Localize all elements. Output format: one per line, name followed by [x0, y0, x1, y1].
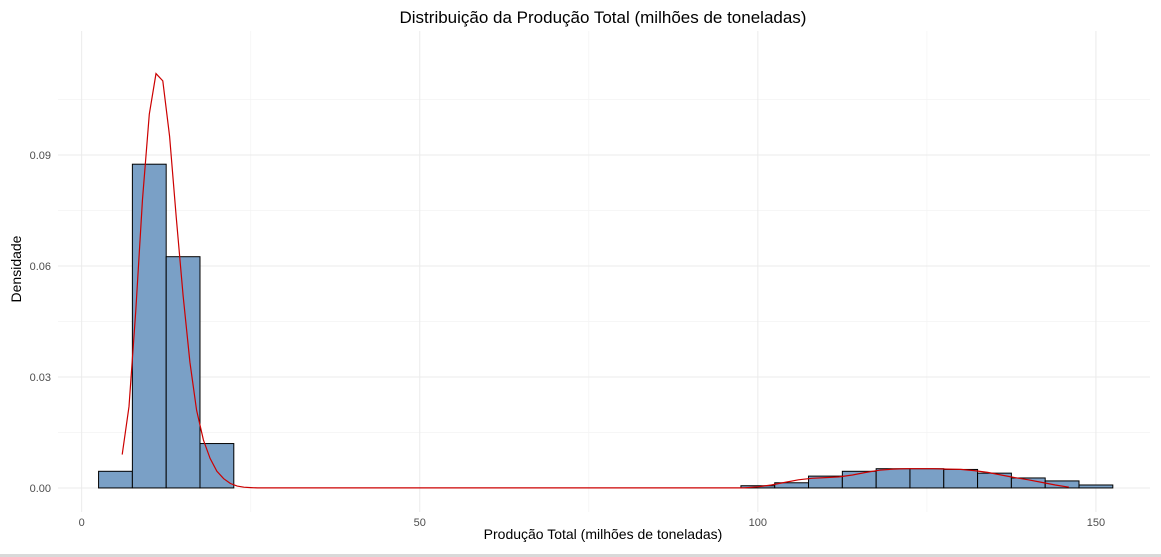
x-tick-label: 150: [1087, 517, 1105, 529]
x-tick-label: 0: [79, 517, 85, 529]
y-axis-title: Densidade: [8, 235, 24, 302]
histogram-bars: [98, 163, 1114, 489]
density-curve: [121, 72, 1069, 489]
histogram-bar: [1078, 484, 1114, 489]
chart-title: Distribuição da Produção Total (milhões …: [400, 8, 807, 27]
x-tick-label: 100: [749, 517, 767, 529]
histogram-bar: [98, 470, 133, 489]
histogram-bar: [131, 163, 167, 489]
window-bottom-border: [0, 554, 1161, 557]
y-tick-label: 0.09: [30, 150, 51, 162]
y-tick-label: 0.00: [30, 483, 51, 495]
y-tick-label: 0.06: [30, 261, 51, 273]
histogram-bar: [199, 443, 235, 489]
x-tick-label: 50: [414, 517, 426, 529]
histogram-bar: [943, 468, 979, 489]
histogram-bar: [1044, 480, 1080, 489]
histogram-bar: [909, 468, 945, 489]
x-axis-title: Produção Total (milhões de toneladas): [484, 526, 723, 542]
density-curve-layer: [121, 72, 1069, 489]
y-tick-label: 0.03: [30, 372, 51, 384]
grid-layer: [58, 31, 1150, 512]
histogram-bar: [875, 468, 911, 489]
tick-labels: 0 50 100 150 0.00 0.03 0.06 0.09: [30, 150, 1106, 529]
